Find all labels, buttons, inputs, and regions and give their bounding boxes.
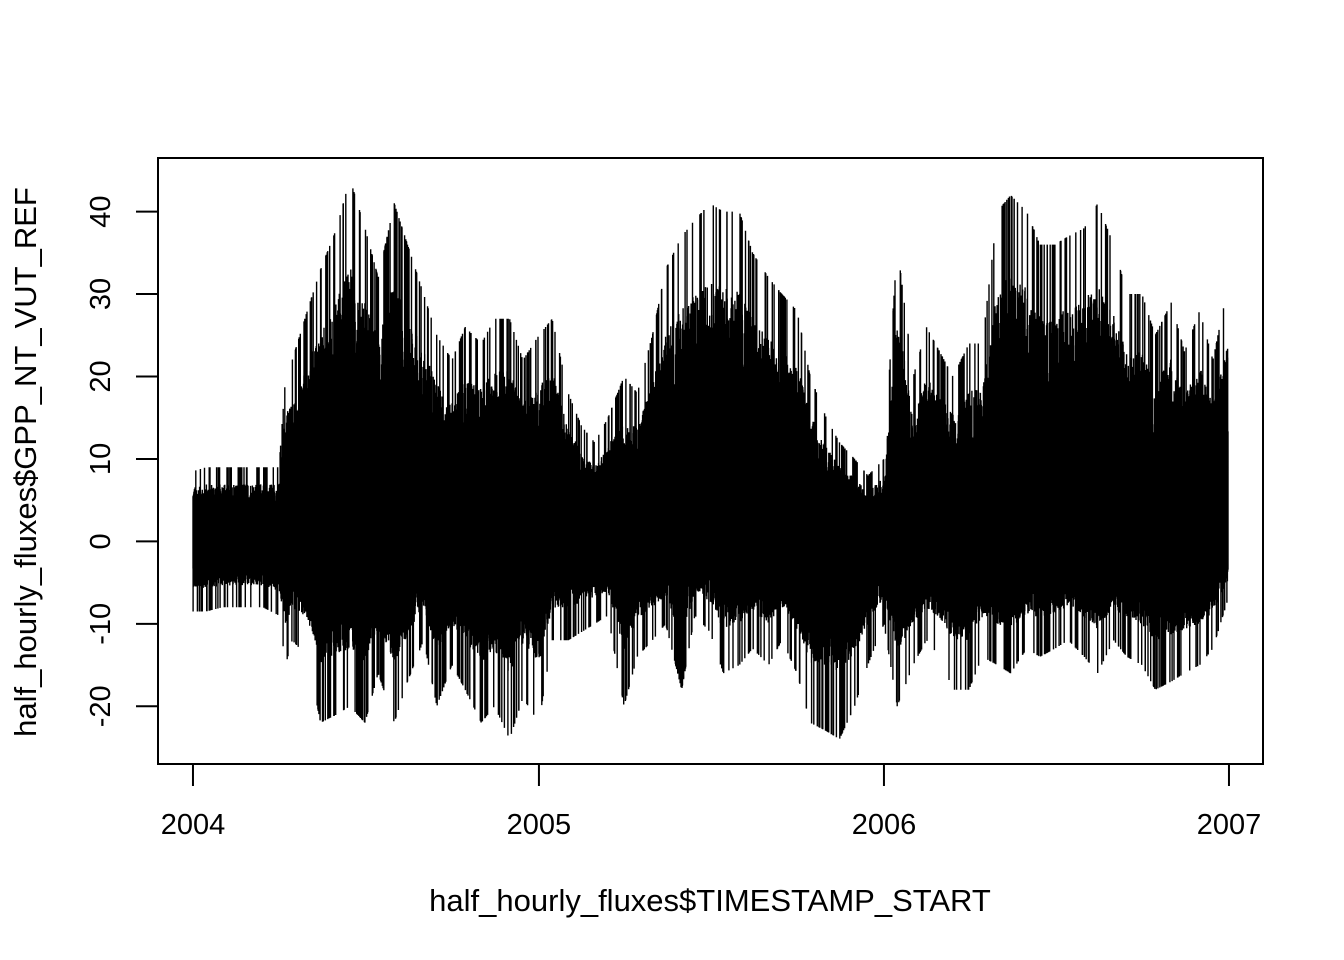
y-tick-label: -20 — [85, 685, 117, 727]
x-tick-label: 2004 — [161, 809, 226, 841]
y-tick-label: 0 — [85, 533, 117, 549]
y-tick-label: -10 — [85, 603, 117, 645]
series-line — [192, 188, 1229, 739]
y-tick-label: 30 — [85, 278, 117, 310]
x-tick-label: 2006 — [852, 809, 917, 841]
x-tick-label: 2005 — [507, 809, 572, 841]
series-trace — [192, 188, 1229, 739]
y-tick-label: 40 — [85, 195, 117, 227]
y-axis: -20 -10 0 10 20 30 40 — [85, 195, 159, 727]
x-tick-label: 2007 — [1197, 809, 1262, 841]
y-tick-label: 10 — [85, 443, 117, 475]
x-axis-label: half_hourly_fluxes$TIMESTAMP_START — [429, 883, 991, 918]
y-axis-label: half_hourly_fluxes$GPP_NT_VUT_REF — [8, 187, 43, 737]
y-tick-label: 20 — [85, 360, 117, 392]
x-axis: 2004 2005 2006 2007 — [161, 763, 1262, 841]
